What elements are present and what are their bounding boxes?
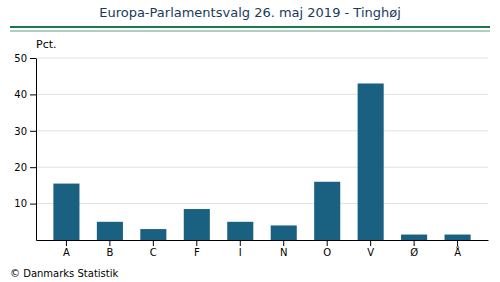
grid-line [36, 58, 488, 59]
x-tick-label: C [150, 247, 157, 258]
y-tick: 20 [14, 162, 36, 173]
bar [184, 209, 210, 240]
x-axis-line [37, 240, 489, 241]
x-tick-label: Å [454, 246, 461, 258]
x-tick: Ø [410, 240, 418, 258]
x-tick-mark [66, 240, 67, 246]
chart: Europa-Parlamentsvalg 26. maj 2019 - Tin… [0, 0, 500, 282]
bar [140, 229, 166, 240]
x-tick-label: I [239, 247, 242, 258]
footer: © Danmarks Statistik [10, 268, 119, 279]
y-tick-label: 40 [14, 89, 27, 100]
x-tick-mark [283, 240, 284, 246]
x-tick: C [150, 240, 157, 258]
x-tick: B [106, 240, 113, 258]
plot: 10 20 30 40 50 A B C F I N O V Ø Å [14, 53, 488, 258]
x-tick-label: B [106, 247, 113, 258]
grid [36, 58, 488, 204]
bar [53, 184, 79, 240]
x-tick-label: F [194, 247, 200, 258]
bar [401, 235, 427, 240]
title: Europa-Parlamentsvalg 26. maj 2019 - Tin… [99, 5, 401, 20]
x-tick-mark [327, 240, 328, 246]
x-tick: Å [454, 240, 461, 258]
grid-line [36, 94, 488, 95]
x-tick: A [63, 240, 70, 258]
x-tick: V [367, 240, 374, 258]
x-axis: ABCFINOVØÅ [37, 240, 489, 258]
y-tick-mark [30, 58, 36, 59]
y-axis-line [36, 59, 37, 241]
title-rule [10, 26, 490, 28]
title-rule [10, 31, 490, 32]
y-label: Pct. [36, 38, 57, 51]
x-tick-label: V [367, 247, 374, 258]
bars [53, 83, 470, 240]
y-tick-mark [30, 131, 36, 132]
grid-line [36, 130, 488, 131]
bar [271, 225, 297, 240]
x-tick-mark [153, 240, 154, 246]
bar [445, 235, 471, 240]
y-tick-mark [30, 94, 36, 95]
x-tick-mark [414, 240, 415, 246]
x-tick-label: A [63, 247, 70, 258]
x-tick-mark [240, 240, 241, 246]
x-tick-mark [370, 240, 371, 246]
grid-line [36, 167, 488, 168]
y-tick-label: 20 [14, 162, 27, 173]
x-tick-label: N [280, 247, 287, 258]
y-tick-mark [30, 167, 36, 168]
bar [314, 182, 340, 240]
bar [227, 222, 253, 240]
y-tick: 10 [14, 198, 36, 209]
x-tick: F [194, 240, 200, 258]
bar [97, 222, 123, 240]
y-axis: 10 20 30 40 50 [14, 53, 36, 241]
y-tick-label: 10 [14, 198, 27, 209]
y-tick: 40 [14, 89, 36, 100]
bar [358, 83, 384, 240]
x-tick-mark [457, 240, 458, 246]
x-tick: O [323, 240, 331, 258]
x-tick-mark [109, 240, 110, 246]
y-tick-label: 30 [14, 126, 27, 137]
x-tick: N [280, 240, 287, 258]
x-tick-mark [196, 240, 197, 246]
y-tick: 30 [14, 126, 36, 137]
x-tick-label: Ø [410, 247, 418, 258]
y-tick-label: 50 [14, 53, 27, 64]
y-tick-mark [30, 204, 36, 205]
x-tick: I [239, 240, 242, 258]
x-tick-label: O [323, 247, 331, 258]
grid-line [36, 203, 488, 204]
y-tick: 50 [14, 53, 36, 64]
